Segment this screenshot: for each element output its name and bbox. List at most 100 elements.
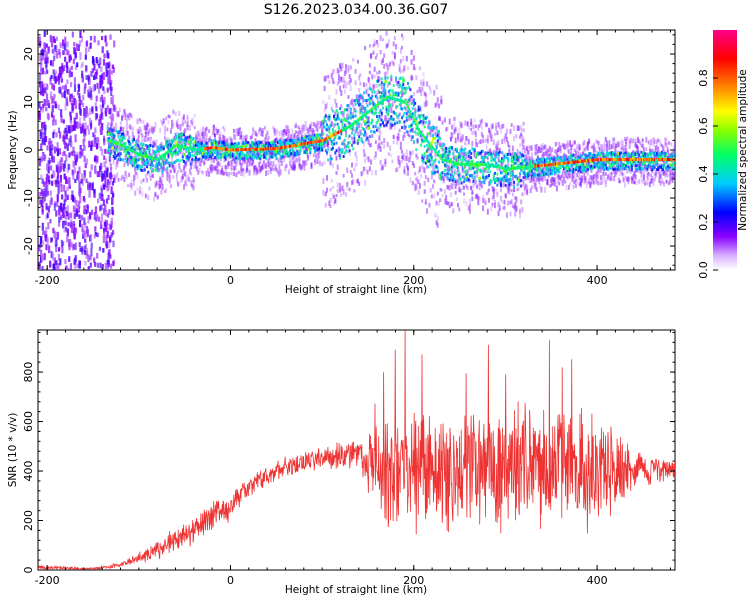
spectrogram-cell — [439, 116, 442, 122]
spectrogram-cell — [162, 155, 165, 161]
spectrogram-cell — [343, 124, 346, 130]
spectrogram-cell — [436, 215, 439, 221]
spectrogram-cell — [360, 94, 363, 99]
spectrogram-cell — [186, 117, 189, 122]
spectrogram-cell — [83, 197, 86, 203]
spectrogram-cell — [218, 152, 221, 156]
spectrogram-cell — [365, 83, 368, 87]
spectrogram-cell — [210, 157, 213, 161]
spectrogram-cell — [241, 157, 244, 161]
spectrogram-cell — [323, 143, 326, 149]
spectrogram-cell — [433, 126, 436, 130]
spectrogram-cell — [97, 88, 101, 94]
spectrogram-cell — [286, 137, 289, 141]
spectrogram-ridge-cell — [122, 144, 125, 148]
spectrogram-cell — [345, 192, 348, 197]
spectrogram-cell — [463, 167, 466, 174]
spectrogram-cell — [154, 168, 157, 172]
spectrogram-cell — [211, 143, 214, 149]
spectrogram-cell — [448, 160, 451, 167]
spectrogram-cell — [76, 90, 80, 96]
spectrogram-cell — [95, 143, 99, 150]
spectrogram-cell — [86, 112, 89, 118]
spectrogram-cell — [496, 147, 499, 154]
spectrogram-ridge-cell — [144, 154, 147, 158]
spectrogram-cell — [261, 166, 264, 170]
spectrogram-cell — [106, 130, 109, 134]
spectrogram-cell — [172, 175, 175, 179]
spectrogram-cell — [129, 124, 132, 130]
spectrogram-cell — [173, 167, 176, 173]
spectrogram-cell — [424, 120, 427, 124]
spectrogram-cell — [407, 172, 410, 176]
spectrogram-cell — [94, 217, 98, 222]
spectrogram-cell — [395, 168, 398, 173]
spectrogram-cell — [330, 179, 333, 183]
spectrogram-ridge-cell — [249, 147, 252, 151]
spectrogram-cell — [83, 145, 86, 151]
spectrogram-cell — [336, 81, 339, 86]
spectrogram-cell — [166, 144, 169, 148]
spectrogram-cell — [412, 92, 415, 97]
spectrogram-ridge-cell — [285, 145, 288, 149]
spectrogram-cell — [105, 69, 108, 78]
spectrogram-cell — [345, 128, 348, 135]
spectrogram-cell — [233, 165, 236, 171]
spectrogram-cell — [143, 151, 146, 155]
spectrogram-cell — [407, 66, 410, 71]
spectrogram-cell — [227, 145, 230, 149]
spectrogram-cell — [106, 150, 109, 154]
spectrogram-cell — [402, 154, 405, 161]
spectrogram-cell — [222, 126, 225, 130]
spectrogram-cell — [347, 111, 350, 118]
spectrogram-cell — [464, 141, 467, 146]
spectrogram-ridge-cell — [325, 136, 328, 140]
spectrogram-cell — [202, 143, 205, 147]
spectrogram-cell — [274, 150, 277, 154]
spectrogram-cell — [347, 145, 350, 149]
spectrogram-cell — [162, 118, 165, 124]
spectrogram-cell — [157, 185, 160, 190]
spectrogram-cell — [502, 158, 505, 162]
spectrogram-ridge-cell — [429, 143, 432, 147]
spectrogram-cell — [392, 61, 395, 67]
spectrogram-cell — [187, 176, 190, 182]
spectrogram-cell — [84, 260, 87, 266]
spectrogram-cell — [143, 135, 146, 142]
spectrogram-cell — [217, 142, 220, 147]
spectrogram-cell — [58, 67, 61, 72]
spectrogram-cell — [227, 163, 230, 169]
spectrogram-cell — [274, 137, 277, 142]
spectrogram-cell — [45, 93, 49, 101]
spectrogram-cell — [414, 114, 417, 118]
spectrogram-cell — [348, 74, 351, 79]
spectrogram-cell — [78, 181, 81, 190]
spectrogram-cell — [181, 176, 184, 180]
spectrogram-cell — [155, 162, 158, 166]
spectrogram-cell — [66, 167, 69, 174]
spectrogram-cell — [84, 250, 87, 255]
spectrogram-cell — [99, 262, 102, 269]
spectrogram-cell — [163, 125, 166, 131]
spectrogram-cell — [300, 138, 303, 142]
spectrogram-cell — [329, 159, 332, 164]
spectrogram-cell — [381, 93, 384, 97]
spectrogram-cell — [123, 176, 126, 183]
spectrogram-ridge-cell — [213, 146, 216, 150]
spectrogram-cell — [48, 179, 51, 185]
spectrogram-cell — [320, 121, 323, 125]
spectrogram-cell — [243, 141, 246, 145]
spectrogram-cell — [501, 171, 504, 175]
spectrogram-cell — [119, 144, 122, 149]
spectrogram-cell — [312, 129, 315, 133]
spectrogram-cell — [249, 135, 252, 140]
spectrogram-cell — [78, 242, 81, 247]
spectrogram-cell — [192, 179, 195, 184]
spectrogram-cell — [417, 115, 420, 119]
spectrogram-ridge-cell — [259, 147, 262, 151]
spectrogram-cell — [364, 132, 367, 136]
spectrogram-cell — [408, 124, 411, 128]
spectrogram-cell — [117, 145, 120, 150]
spectrogram-cell — [205, 170, 208, 177]
spectrogram-cell — [322, 132, 325, 136]
